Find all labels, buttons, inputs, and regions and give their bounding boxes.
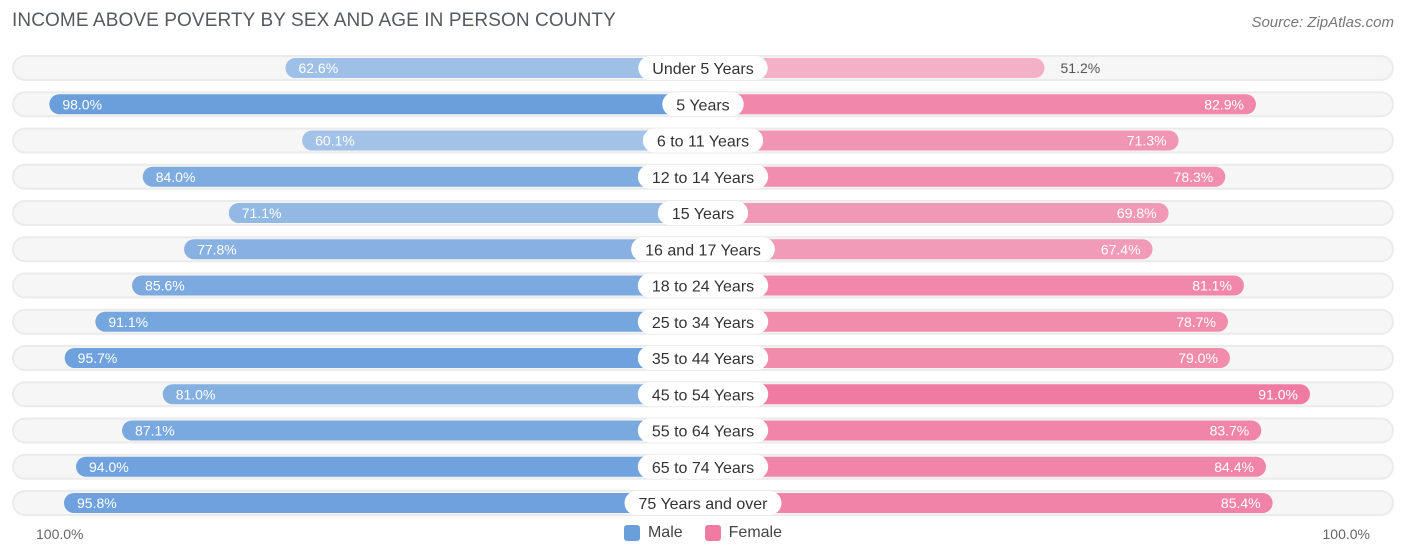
- female-value-label: 69.8%: [1117, 205, 1157, 221]
- legend-item-female: Female: [704, 524, 783, 542]
- female-value-label: 91.0%: [1258, 386, 1298, 402]
- female-bar: [693, 58, 1045, 78]
- category-pill: [637, 164, 769, 189]
- female-bar: [693, 94, 1256, 115]
- legend-label-male: Male: [647, 524, 683, 541]
- legend-label-female: Female: [728, 524, 783, 541]
- female-value-label: 67.4%: [1101, 241, 1141, 257]
- category-label: 5 Years: [676, 97, 729, 114]
- female-value-label: 78.3%: [1174, 169, 1214, 185]
- category-label: 55 to 64 Years: [652, 424, 754, 441]
- male-bar: [49, 94, 713, 115]
- chart-source: Source: ZipAtlas.com: [1251, 14, 1394, 31]
- male-value-label: 95.8%: [77, 495, 117, 511]
- category-label: 35 to 44 Years: [652, 351, 754, 368]
- category-pill: [657, 201, 749, 225]
- axis-left-label: 100.0%: [36, 526, 84, 542]
- legend-swatch-female: [704, 525, 721, 541]
- chart-title: INCOME ABOVE POVERTY BY SEX AND AGE IN P…: [12, 10, 616, 31]
- female-bar: [693, 420, 1262, 441]
- female-bar: [693, 275, 1244, 296]
- male-value-label: 81.0%: [176, 386, 216, 402]
- male-bar: [285, 58, 713, 78]
- female-value-label: 81.1%: [1192, 278, 1232, 294]
- male-value-label: 98.0%: [62, 96, 102, 112]
- male-value-label: 94.0%: [89, 459, 129, 475]
- female-bar: [693, 166, 1226, 187]
- male-bar: [302, 130, 713, 151]
- category-pill: [637, 346, 769, 370]
- male-bar: [132, 275, 714, 296]
- female-value-label: 79.0%: [1178, 350, 1218, 366]
- male-value-label: 77.8%: [197, 241, 237, 257]
- female-bar: [693, 456, 1266, 477]
- male-value-label: 91.1%: [108, 314, 148, 330]
- male-bar: [122, 420, 714, 441]
- category-pill: [637, 454, 769, 479]
- category-pill: [637, 273, 769, 298]
- female-value-label: 78.7%: [1176, 314, 1216, 330]
- category-pill: [637, 418, 769, 443]
- male-bar: [142, 166, 714, 187]
- male-bar: [162, 384, 714, 405]
- category-label: 75 Years and over: [639, 496, 769, 513]
- male-bar: [95, 311, 714, 332]
- category-label: 25 to 34 Years: [652, 315, 754, 332]
- male-bar: [228, 203, 713, 223]
- bar-chart: 62.6% 51.2% Under 5 Years 98.0% 82.9% 5 Years…: [12, 55, 1394, 516]
- legend: Male Female: [0, 524, 1406, 542]
- female-value-label: 51.2%: [1061, 60, 1101, 76]
- category-label: 65 to 74 Years: [652, 460, 754, 477]
- male-value-label: 71.1%: [242, 205, 282, 221]
- category-label: 16 and 17 Years: [645, 242, 761, 259]
- category-pill: [637, 309, 769, 334]
- category-pill: [642, 128, 764, 153]
- category-pill: [637, 382, 769, 407]
- female-bar: [693, 384, 1310, 405]
- male-value-label: 62.6%: [298, 60, 338, 76]
- male-value-label: 84.0%: [156, 169, 196, 185]
- female-value-label: 82.9%: [1204, 96, 1244, 112]
- category-pill: [631, 237, 775, 262]
- category-label: 45 to 54 Years: [652, 387, 754, 404]
- female-bar: [693, 239, 1153, 260]
- category-pill: [638, 56, 768, 80]
- male-value-label: 95.7%: [78, 350, 118, 366]
- female-value-label: 85.4%: [1221, 495, 1261, 511]
- male-value-label: 87.1%: [135, 423, 175, 439]
- male-bar: [64, 348, 713, 368]
- female-bar: [693, 130, 1179, 151]
- legend-item-male: Male: [623, 524, 683, 542]
- category-label: 12 to 14 Years: [652, 170, 754, 187]
- category-pill: [662, 92, 744, 117]
- axis-right-label: 100.0%: [1322, 526, 1370, 542]
- female-value-label: 84.4%: [1214, 459, 1254, 475]
- category-label: 15 Years: [672, 206, 734, 223]
- male-value-label: 85.6%: [145, 278, 185, 294]
- category-label: 18 to 24 Years: [652, 279, 754, 296]
- category-label: 6 to 11 Years: [657, 134, 749, 151]
- female-bar: [693, 203, 1169, 223]
- female-value-label: 83.7%: [1210, 423, 1250, 439]
- male-value-label: 60.1%: [315, 133, 355, 149]
- male-bar: [76, 456, 713, 477]
- female-bar: [693, 493, 1273, 513]
- male-bar: [184, 239, 714, 260]
- male-bar: [64, 493, 714, 513]
- female-bar: [693, 348, 1230, 368]
- legend-swatch-male: [623, 525, 640, 541]
- category-pill: [624, 491, 782, 515]
- female-value-label: 71.3%: [1127, 133, 1167, 149]
- category-label: Under 5 Years: [652, 61, 753, 78]
- female-bar: [693, 311, 1228, 332]
